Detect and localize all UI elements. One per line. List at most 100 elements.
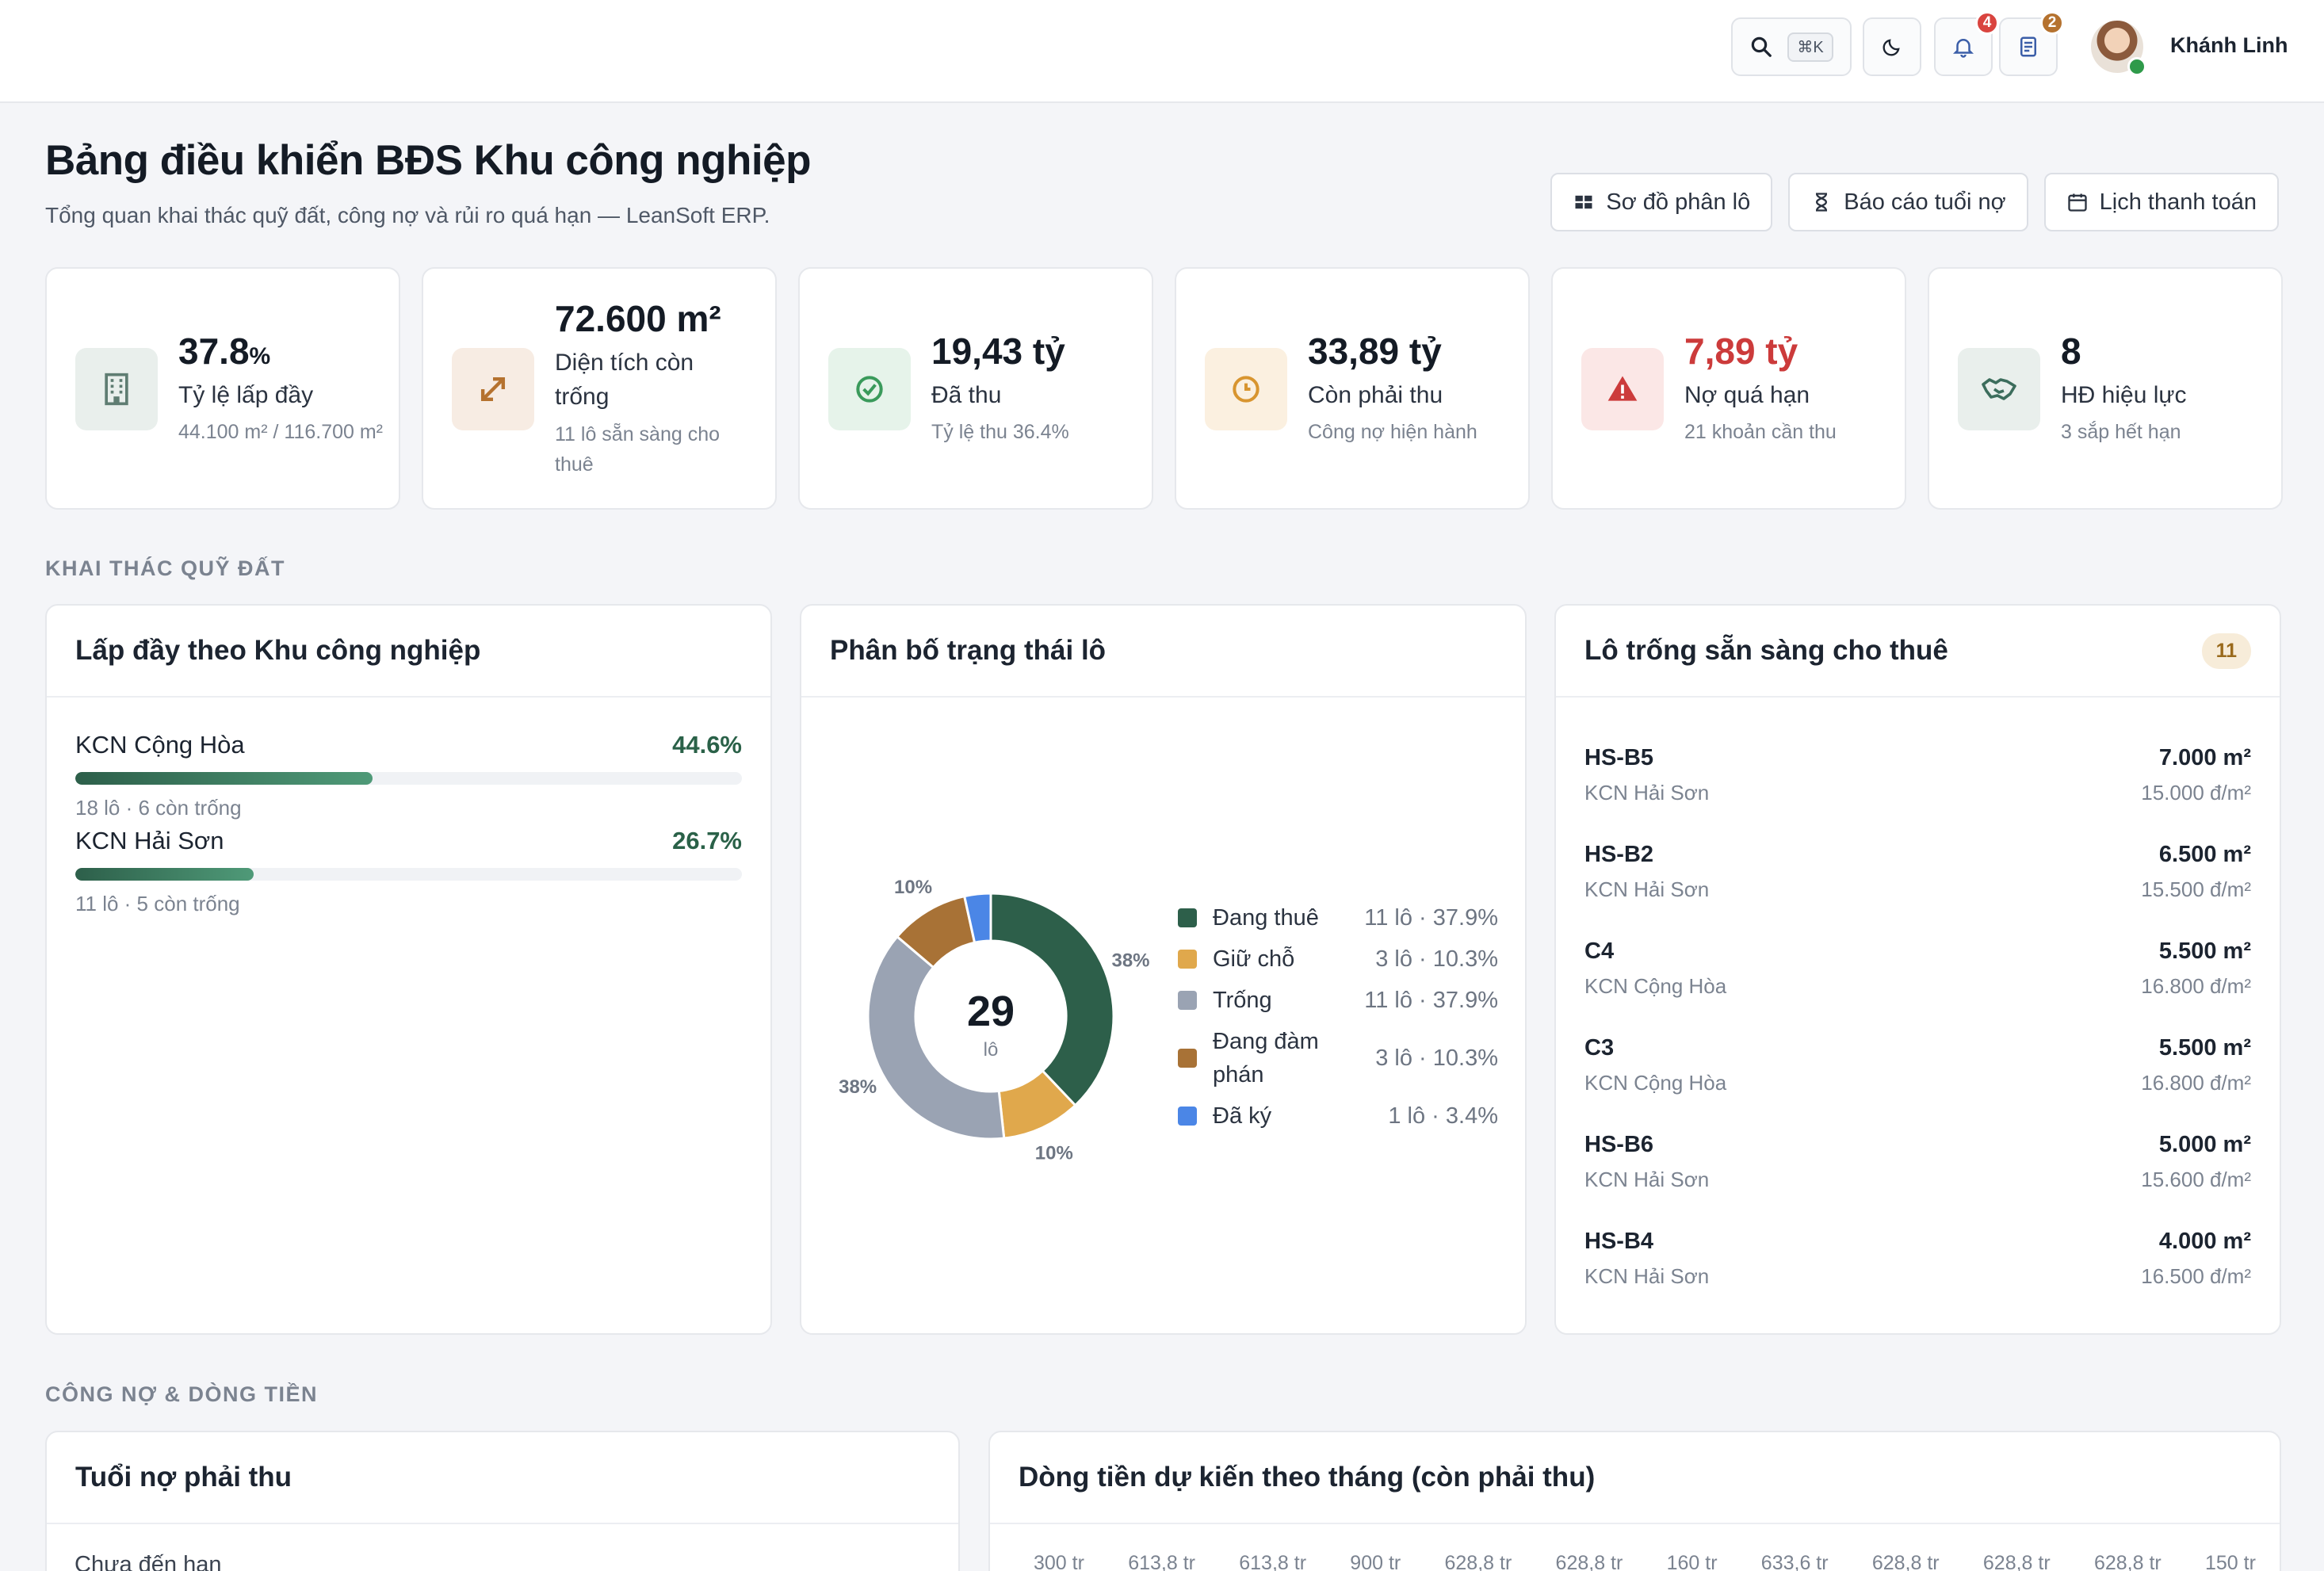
avatar[interactable] bbox=[2091, 21, 2146, 76]
notifications-button[interactable]: 4 bbox=[1934, 11, 1999, 76]
header-actions: Sơ đồ phân lô Báo cáo tuổi nợ Lịch thanh… bbox=[1550, 173, 2279, 231]
status-legend: Đang thuê 11 lô · 37.9% Giữ chỗ 3 lô · 10.… bbox=[1178, 897, 1498, 1137]
kpi-value: 8 bbox=[2061, 331, 2081, 373]
lot-item[interactable]: HS-B6 KCN Hải Sơn 5.000 m² 15.600 đ/m² bbox=[1584, 1132, 2251, 1192]
donut-center-value: 29 bbox=[967, 988, 1015, 1035]
lot-area: 4.000 m² bbox=[2158, 1229, 2251, 1254]
legend-label: Đã ký bbox=[1213, 1103, 1272, 1129]
kpi-note: Công nợ hiện hành bbox=[1308, 421, 1477, 444]
aging-report-button[interactable]: Báo cáo tuổi nợ bbox=[1788, 173, 2028, 231]
kpi-overdue-card: 7,89 tỷ Nợ quá hạn 21 khoản cần thu bbox=[1551, 267, 1906, 510]
lot-item[interactable]: C3 KCN Cộng Hòa 5.500 m² 16.800 đ/m² bbox=[1584, 1035, 2251, 1095]
lot-park: KCN Hải Sơn bbox=[1584, 1168, 1710, 1191]
lot-park: KCN Cộng Hòa bbox=[1584, 1071, 1727, 1095]
donut-slice-label: 38% bbox=[839, 1076, 877, 1098]
hourglass-icon bbox=[1816, 193, 1828, 212]
lot-park: KCN Hải Sơn bbox=[1584, 781, 1710, 805]
kpi-vacant-area-card: 72.600 m² Diện tích còn trống 11 lô sẵn … bbox=[422, 267, 777, 510]
kpi-value: 19,43 tỷ bbox=[931, 331, 1065, 373]
donut-slice-label: 38% bbox=[1111, 950, 1149, 972]
legend-label: Giữ chỗ bbox=[1213, 946, 1295, 972]
occupancy-bar bbox=[75, 772, 742, 785]
legend-label: Đang thuê bbox=[1213, 904, 1319, 931]
lot-park: KCN Cộng Hòa bbox=[1584, 974, 1727, 998]
clock-icon bbox=[1205, 348, 1287, 430]
donut-slice[interactable] bbox=[989, 892, 1115, 1107]
occupancy-pct: 26.7% bbox=[672, 827, 742, 854]
grid-icon bbox=[1575, 195, 1592, 209]
cashflow-bar-label: 628,8 tr bbox=[1982, 1552, 2051, 1571]
search-button[interactable]: ⌘K bbox=[1731, 17, 1852, 76]
lot-item[interactable]: C4 KCN Cộng Hòa 5.500 m² 16.800 đ/m² bbox=[1584, 938, 2251, 999]
moon-icon bbox=[1883, 39, 1900, 56]
status-donut-chart: 38% 10% 38% 10% 29 lô bbox=[839, 877, 1149, 1164]
lot-price: 15.500 đ/m² bbox=[2141, 877, 2251, 901]
lot-item[interactable]: HS-B4 KCN Hải Sơn 4.000 m² 16.500 đ/m² bbox=[1584, 1229, 2251, 1289]
panel-title: Dòng tiền dự kiến theo tháng (còn phải t… bbox=[1019, 1462, 1596, 1493]
cashflow-bar-label: 160 tr bbox=[1666, 1552, 1718, 1571]
kpi-note: Tỷ lệ thu 36.4% bbox=[931, 421, 1069, 444]
section-label-debt: CÔNG NỢ & DÒNG TIỀN bbox=[45, 1382, 319, 1406]
kpi-label: Đã thu bbox=[931, 381, 1002, 408]
donut-slice-label: 10% bbox=[1035, 1142, 1073, 1164]
lot-code: HS-B6 bbox=[1584, 1132, 1654, 1157]
lot-area: 6.500 m² bbox=[2158, 842, 2251, 867]
kpi-note: 44.100 m² / 116.700 m² bbox=[178, 421, 384, 444]
legend-value: 3 lô · 10.3% bbox=[1375, 1045, 1498, 1071]
check-circle-icon bbox=[828, 348, 911, 430]
lot-area: 7.000 m² bbox=[2158, 745, 2251, 770]
kpi-value: 37.8% bbox=[178, 331, 271, 373]
available-lots-panel: Lô trống sẵn sàng cho thuê 11 HS-B5 KCN H… bbox=[1554, 604, 2281, 1335]
donut-slice-label: 10% bbox=[894, 877, 932, 898]
payment-schedule-button[interactable]: Lịch thanh toán bbox=[2043, 173, 2279, 231]
user-name[interactable]: Khánh Linh bbox=[2170, 33, 2288, 57]
occupancy-item[interactable]: KCN Hải Sơn 26.7% 11 lô · 5 còn trống bbox=[75, 827, 742, 916]
kpi-note: 21 khoản cần thu bbox=[1684, 421, 1837, 444]
lot-code: C4 bbox=[1584, 938, 1615, 964]
park-name: KCN Cộng Hòa bbox=[75, 731, 245, 759]
lot-item[interactable]: HS-B5 KCN Hải Sơn 7.000 m² 15.000 đ/m² bbox=[1584, 745, 2251, 805]
task-list-icon bbox=[2020, 36, 2036, 57]
legend-swatch bbox=[1178, 949, 1197, 969]
aging-row-label: Chưa đến hạn bbox=[75, 1552, 222, 1571]
legend-item[interactable]: Đang đàm phán 3 lô · 10.3% bbox=[1178, 1021, 1498, 1095]
lot-area: 5.000 m² bbox=[2158, 1132, 2251, 1157]
lot-item[interactable]: HS-B2 KCN Hải Sơn 6.500 m² 15.500 đ/m² bbox=[1584, 842, 2251, 902]
tasks-button[interactable]: 2 bbox=[1999, 11, 2064, 76]
legend-item[interactable]: Giữ chỗ 3 lô · 10.3% bbox=[1178, 938, 1498, 980]
lot-price: 16.800 đ/m² bbox=[2141, 974, 2251, 998]
donut-slice[interactable] bbox=[962, 892, 992, 945]
donut-slice[interactable] bbox=[866, 935, 1006, 1141]
occupancy-item[interactable]: KCN Cộng Hòa 44.6% 18 lô · 6 còn trống bbox=[75, 731, 742, 820]
theme-toggle-button[interactable] bbox=[1863, 17, 1921, 76]
legend-item[interactable]: Trống 11 lô · 37.9% bbox=[1178, 980, 1498, 1021]
legend-swatch bbox=[1178, 1106, 1197, 1126]
cashflow-bar-label: 628,8 tr bbox=[2093, 1552, 2162, 1571]
lot-price: 15.000 đ/m² bbox=[2141, 781, 2251, 805]
lot-map-button[interactable]: Sơ đồ phân lô bbox=[1550, 173, 1773, 231]
lot-park: KCN Hải Sơn bbox=[1584, 877, 1710, 901]
lot-area: 5.500 m² bbox=[2158, 938, 2251, 964]
panel-title: Phân bố trạng thái lô bbox=[830, 635, 1107, 666]
kpi-note: 3 sắp hết hạn bbox=[2061, 421, 2181, 444]
lot-price: 16.800 đ/m² bbox=[2141, 1071, 2251, 1095]
cashflow-value-labels: 300 tr 613,8 tr 613,8 tr 900 tr 628,8 tr… bbox=[1034, 1552, 2256, 1571]
cashflow-bar-label: 628,8 tr bbox=[1444, 1552, 1512, 1571]
occupancy-panel: Lấp đầy theo Khu công nghiệp KCN Cộng Hò… bbox=[45, 604, 772, 1335]
lot-map-label: Sơ đồ phân lô bbox=[1606, 189, 1751, 215]
top-bar: ⌘K 4 2 Khánh Linh bbox=[0, 0, 2324, 103]
legend-value: 11 lô · 37.9% bbox=[1364, 904, 1498, 931]
kpi-receivable-card: 33,89 tỷ Còn phải thu Công nợ hiện hành bbox=[1175, 267, 1530, 510]
cashflow-bar-label: 633,6 tr bbox=[1760, 1552, 1829, 1571]
legend-item[interactable]: Đang thuê 11 lô · 37.9% bbox=[1178, 897, 1498, 938]
lot-area: 5.500 m² bbox=[2158, 1035, 2251, 1061]
occupancy-bar-fill bbox=[75, 868, 254, 881]
kpi-label: Còn phải thu bbox=[1308, 381, 1443, 408]
handshake-icon bbox=[1958, 348, 2040, 430]
expand-icon bbox=[452, 348, 534, 430]
park-detail: 18 lô · 6 còn trống bbox=[75, 796, 242, 820]
donut-center-unit: lô bbox=[984, 1039, 999, 1061]
legend-item[interactable]: Đã ký 1 lô · 3.4% bbox=[1178, 1095, 1498, 1137]
cashflow-bar-label: 613,8 tr bbox=[1239, 1552, 1307, 1571]
cashflow-bar-label: 900 tr bbox=[1350, 1552, 1401, 1571]
